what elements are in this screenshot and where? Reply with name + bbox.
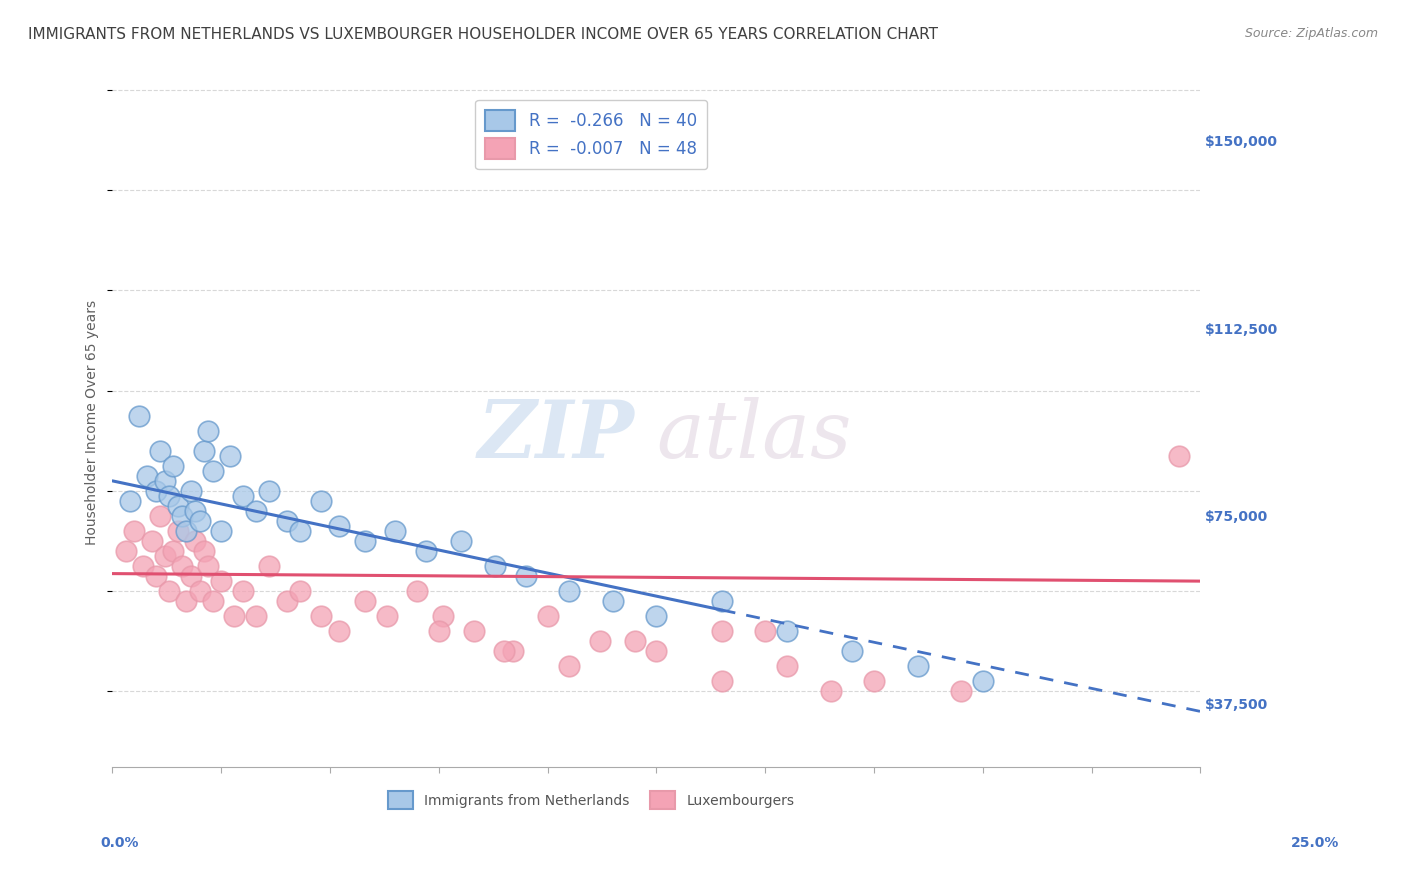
Point (415, 544, 437, 558)
Point (149, 508, 172, 523)
Point (328, 624, 350, 639)
Point (197, 559, 219, 574)
Y-axis label: Householder Income Over 65 years: Householder Income Over 65 years (86, 300, 100, 544)
Point (288, 524, 311, 538)
Point (180, 569, 202, 583)
Point (193, 544, 215, 558)
Point (776, 659, 799, 673)
Point (188, 584, 211, 599)
Point (128, 409, 150, 423)
Point (463, 624, 485, 639)
Point (114, 544, 136, 558)
Point (328, 519, 350, 533)
Legend: Immigrants from Netherlands, Luxembourgers: Immigrants from Netherlands, Luxembourge… (382, 786, 800, 814)
Point (276, 514, 298, 528)
Point (311, 494, 333, 508)
Point (494, 644, 516, 658)
Point (450, 534, 472, 549)
Point (427, 624, 450, 639)
Point (589, 634, 612, 648)
Point (153, 549, 176, 563)
Point (710, 674, 733, 689)
Point (136, 468, 159, 483)
Point (406, 584, 429, 599)
Point (375, 609, 398, 624)
Point (157, 489, 180, 503)
Point (201, 594, 224, 608)
Point (224, 609, 246, 624)
Point (754, 624, 776, 639)
Point (166, 524, 188, 538)
Point (188, 514, 211, 528)
Text: IMMIGRANTS FROM NETHERLANDS VS LUXEMBOURGER HOUSEHOLDER INCOME OVER 65 YEARS COR: IMMIGRANTS FROM NETHERLANDS VS LUXEMBOUR… (28, 27, 938, 42)
Point (162, 544, 184, 558)
Point (132, 559, 155, 574)
Point (184, 504, 207, 518)
Point (172, 508, 194, 523)
Point (432, 609, 454, 624)
Point (907, 659, 929, 673)
Point (515, 569, 537, 583)
Point (176, 594, 198, 608)
Point (162, 458, 184, 473)
Point (153, 474, 176, 488)
Point (950, 684, 973, 698)
Point (558, 659, 581, 673)
Point (209, 524, 232, 538)
Point (602, 594, 624, 608)
Point (149, 443, 172, 458)
Point (354, 594, 377, 608)
Point (645, 644, 668, 658)
Point (197, 424, 219, 438)
Point (558, 584, 581, 599)
Point (841, 644, 863, 658)
Text: Source: ZipAtlas.com: Source: ZipAtlas.com (1244, 27, 1378, 40)
Point (193, 443, 215, 458)
Point (276, 594, 298, 608)
Point (484, 559, 506, 574)
Point (184, 534, 207, 549)
Point (354, 534, 377, 549)
Point (245, 609, 267, 624)
Point (172, 559, 194, 574)
Point (232, 584, 254, 599)
Point (288, 584, 311, 599)
Point (311, 609, 333, 624)
Point (245, 504, 267, 518)
Point (710, 624, 733, 639)
Point (219, 449, 242, 463)
Point (232, 489, 254, 503)
Point (176, 524, 198, 538)
Point (502, 644, 524, 658)
Point (710, 594, 733, 608)
Point (209, 574, 232, 588)
Point (384, 524, 406, 538)
Point (122, 524, 145, 538)
Point (141, 534, 163, 549)
Point (1167, 449, 1189, 463)
Point (257, 483, 280, 498)
Point (118, 494, 141, 508)
Point (972, 674, 994, 689)
Text: atlas: atlas (657, 397, 852, 475)
Point (145, 483, 167, 498)
Text: 0.0%: 0.0% (100, 836, 139, 850)
Point (157, 584, 180, 599)
Point (863, 674, 886, 689)
Point (257, 559, 280, 574)
Point (776, 624, 799, 639)
Point (537, 609, 560, 624)
Text: ZIP: ZIP (478, 397, 634, 475)
Text: 25.0%: 25.0% (1291, 836, 1339, 850)
Point (623, 634, 645, 648)
Point (180, 483, 202, 498)
Point (145, 569, 167, 583)
Point (645, 609, 668, 624)
Point (166, 499, 188, 513)
Point (201, 464, 224, 478)
Point (820, 684, 842, 698)
